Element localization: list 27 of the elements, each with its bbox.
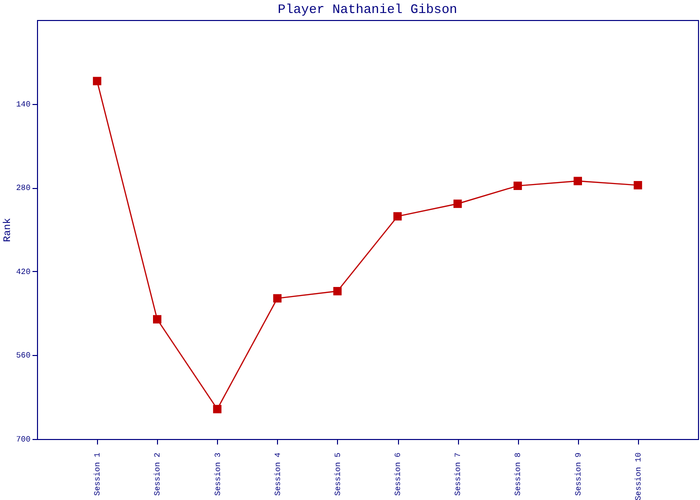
point [92, 76, 102, 86]
point [574, 176, 582, 186]
point [634, 181, 642, 190]
x-tick-label: Session 9 [574, 452, 584, 496]
point [393, 212, 402, 221]
y-tick-label: 140 [16, 100, 31, 110]
y-tick-label: 560 [16, 352, 31, 361]
point [153, 315, 162, 324]
x-tick-label: Session 1 [94, 452, 103, 496]
y-axis-title: Rank [2, 218, 14, 242]
x-tick-label: Session 10 [634, 452, 644, 500]
point [453, 200, 462, 208]
x-tick-label: Session 6 [394, 452, 404, 496]
y-tick-label: 420 [16, 268, 31, 277]
point [213, 404, 222, 414]
y-tick-label: 280 [16, 184, 31, 194]
y-tick-label: 700 [16, 436, 31, 444]
x-tick-label: Session 3 [214, 452, 223, 496]
point [514, 182, 522, 190]
x-tick-label: Session 8 [514, 452, 524, 496]
point [273, 294, 282, 303]
x-tick-label: Session 7 [454, 452, 464, 496]
chart-title: Player Nathaniel Gibson [278, 2, 458, 17]
x-tick-label: Session 2 [154, 452, 163, 496]
point [333, 286, 342, 296]
x-tick-label: Session 5 [334, 452, 343, 496]
x-tick-label: Session 4 [274, 452, 283, 496]
